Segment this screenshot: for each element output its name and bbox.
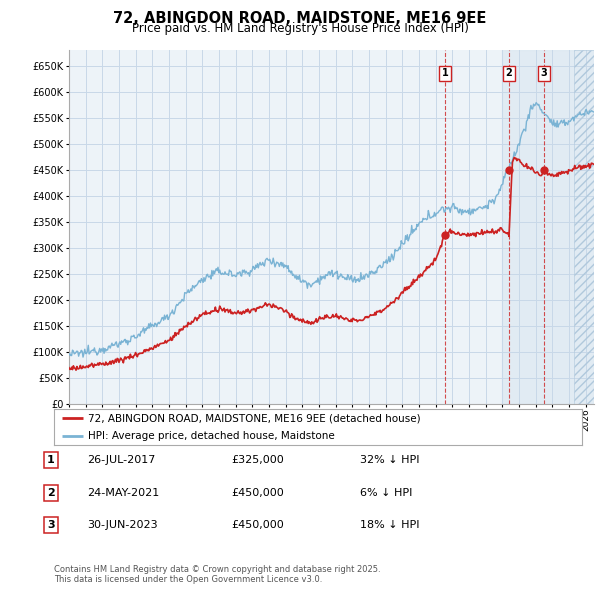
Text: £450,000: £450,000 [231,488,284,497]
Text: 1: 1 [442,68,449,78]
Text: 2: 2 [506,68,512,78]
Bar [502,50,594,404]
Text: 72, ABINGDON ROAD, MAIDSTONE, ME16 9EE: 72, ABINGDON ROAD, MAIDSTONE, ME16 9EE [113,11,487,27]
Text: Price paid vs. HM Land Registry's House Price Index (HPI): Price paid vs. HM Land Registry's House … [131,22,469,35]
Text: 72, ABINGDON ROAD, MAIDSTONE, ME16 9EE (detached house): 72, ABINGDON ROAD, MAIDSTONE, ME16 9EE (… [88,413,421,423]
Text: HPI: Average price, detached house, Maidstone: HPI: Average price, detached house, Maid… [88,431,335,441]
Text: 3: 3 [541,68,547,78]
Text: Contains HM Land Registry data © Crown copyright and database right 2025.
This d: Contains HM Land Registry data © Crown c… [54,565,380,584]
Text: 30-JUN-2023: 30-JUN-2023 [87,520,158,530]
Text: £325,000: £325,000 [231,455,284,465]
Text: 6% ↓ HPI: 6% ↓ HPI [360,488,412,497]
Text: 3: 3 [47,520,55,530]
Text: £450,000: £450,000 [231,520,284,530]
Text: 1: 1 [47,455,55,465]
Text: 32% ↓ HPI: 32% ↓ HPI [360,455,419,465]
Text: 26-JUL-2017: 26-JUL-2017 [87,455,155,465]
Text: 2: 2 [47,488,55,497]
Text: 24-MAY-2021: 24-MAY-2021 [87,488,159,497]
Text: 18% ↓ HPI: 18% ↓ HPI [360,520,419,530]
